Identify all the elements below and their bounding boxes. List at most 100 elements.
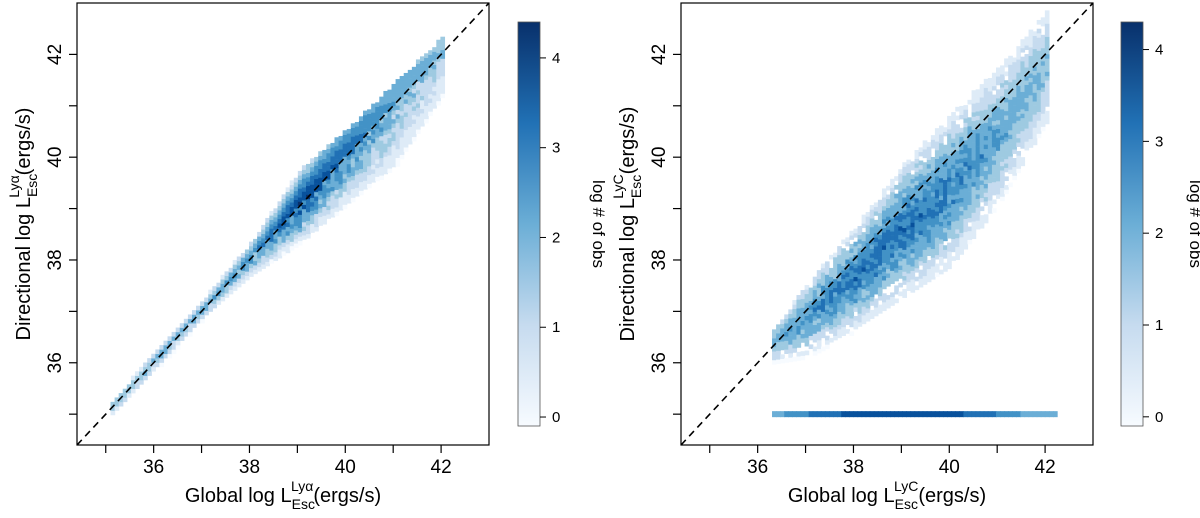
heatmap-cell xyxy=(432,55,437,61)
heatmap-cell xyxy=(934,246,940,251)
heatmap-cell xyxy=(869,301,875,306)
heatmap-cell xyxy=(922,223,928,229)
heatmap-cell xyxy=(1036,76,1042,82)
heatmap-cell xyxy=(375,150,380,156)
heatmap-cell xyxy=(1044,54,1050,59)
heatmap-cell xyxy=(947,246,952,252)
heatmap-cell xyxy=(354,178,360,184)
heatmap-cell xyxy=(918,221,924,227)
heatmap-cell xyxy=(269,254,275,260)
heatmap-cell xyxy=(155,362,160,368)
heatmap-cell xyxy=(277,227,283,233)
heatmap-cell xyxy=(354,183,360,188)
heatmap-cell xyxy=(1004,137,1009,142)
heatmap-cell xyxy=(1012,105,1017,111)
heatmap-cell xyxy=(894,285,899,291)
heatmap-cell xyxy=(995,172,1001,178)
heatmap-cell xyxy=(395,79,401,84)
heatmap-cell xyxy=(1016,151,1022,156)
heatmap-cell xyxy=(910,191,916,197)
heatmap-floor-cell xyxy=(930,411,936,418)
heatmap-cell xyxy=(1020,95,1026,101)
heatmap-cell xyxy=(906,273,912,278)
heatmap-cell xyxy=(792,308,798,314)
heatmap-cell xyxy=(436,65,441,71)
heatmap-cell xyxy=(399,119,405,125)
heatmap-cell xyxy=(979,158,985,164)
heatmap-cell xyxy=(951,247,956,253)
heatmap-cell xyxy=(800,298,806,304)
heatmap-cell xyxy=(1036,133,1042,139)
heatmap-cell xyxy=(780,354,785,359)
heatmap-cell xyxy=(865,286,871,291)
colorbar-tick-label: 4 xyxy=(552,50,560,67)
heatmap-cell xyxy=(837,250,842,256)
heatmap-cell xyxy=(1032,114,1038,119)
heatmap-cell xyxy=(1008,103,1013,109)
heatmap-cell xyxy=(869,270,875,276)
heatmap-cell xyxy=(310,223,315,229)
lya-x-axis: 36 38 40 42 xyxy=(105,445,452,478)
heatmap-cell xyxy=(886,299,891,305)
heatmap-cell xyxy=(918,186,924,192)
heatmap-cell xyxy=(269,259,275,264)
heatmap-cell xyxy=(861,293,867,298)
heatmap-cell xyxy=(902,280,907,285)
heatmap-cell xyxy=(293,238,299,244)
heatmap-cell xyxy=(829,272,834,277)
heatmap-cell xyxy=(383,147,389,153)
heatmap-cell xyxy=(877,212,883,218)
heatmap-cell xyxy=(118,401,124,407)
heatmap-cell xyxy=(963,214,969,219)
heatmap-cell xyxy=(890,183,895,188)
heatmap-cell xyxy=(995,128,1001,134)
heatmap-cell xyxy=(240,266,246,271)
heatmap-cell xyxy=(1008,165,1013,170)
heatmap-cell xyxy=(955,185,960,191)
heatmap-cell xyxy=(1032,127,1038,133)
heatmap-cell xyxy=(208,307,213,312)
heatmap-cell xyxy=(906,190,912,195)
heatmap-cell xyxy=(1040,109,1046,114)
heatmap-cell xyxy=(1028,121,1034,126)
heatmap-cell xyxy=(403,116,409,122)
heatmap-cell xyxy=(987,108,993,114)
heatmap-cell xyxy=(938,226,944,231)
heatmap-cell xyxy=(253,243,258,248)
heatmap-cell xyxy=(411,93,417,98)
heatmap-cell xyxy=(350,180,356,185)
heatmap-cell xyxy=(387,102,393,108)
heatmap-cell xyxy=(334,207,340,212)
heatmap-cell xyxy=(873,281,879,286)
heatmap-cell xyxy=(983,126,989,132)
heatmap-cell xyxy=(812,320,818,326)
heatmap-cell xyxy=(1024,40,1030,46)
heatmap-cell xyxy=(853,316,859,321)
heatmap-cell xyxy=(975,185,981,191)
heatmap-cell xyxy=(967,182,973,188)
heatmap-cell xyxy=(1024,119,1030,125)
heatmap-cell xyxy=(841,305,846,310)
heatmap-cell xyxy=(987,160,993,166)
heatmap-cell xyxy=(367,148,372,154)
heatmap-cell xyxy=(1024,102,1030,107)
heatmap-cell xyxy=(122,397,128,403)
heatmap-cell xyxy=(886,277,891,283)
heatmap-cell xyxy=(877,199,883,205)
heatmap-cell xyxy=(861,249,867,255)
heatmap-cell xyxy=(938,129,944,135)
heatmap-cell xyxy=(424,96,429,102)
heatmap-cell xyxy=(845,267,850,273)
heatmap-cell xyxy=(330,142,336,148)
heatmap-floor-cell xyxy=(772,411,777,418)
heatmap-cell xyxy=(934,132,940,138)
heatmap-cell xyxy=(796,295,802,300)
heatmap-cell xyxy=(306,211,311,217)
heatmap-cell xyxy=(1020,122,1026,127)
heatmap-cell xyxy=(995,176,1001,182)
heatmap-cell xyxy=(914,167,920,173)
heatmap-cell xyxy=(175,340,181,346)
heatmap-cell xyxy=(310,180,315,185)
